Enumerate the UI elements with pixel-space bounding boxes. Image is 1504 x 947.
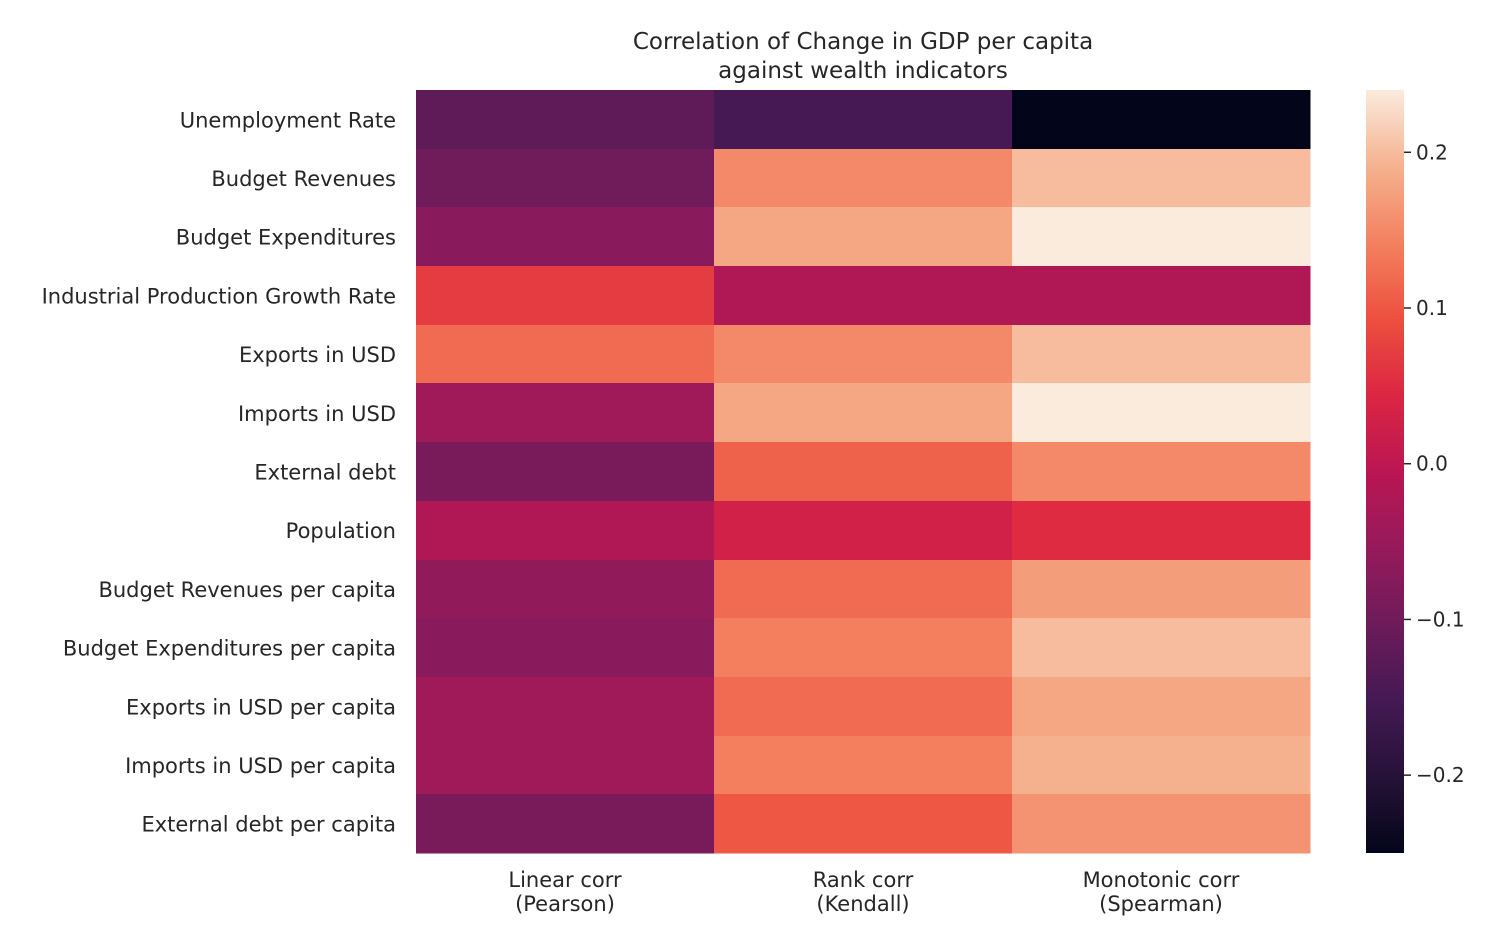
colorbar-tick-label: 0.1 [1416, 296, 1448, 320]
heatmap-cell [1012, 677, 1311, 737]
heatmap-cells [416, 90, 1311, 854]
column-label: Linear corr [508, 868, 622, 892]
row-label: External debt per capita [141, 813, 396, 837]
heatmap-cell [714, 383, 1013, 443]
heatmap-cell [1012, 383, 1311, 443]
heatmap-cell [1012, 794, 1311, 854]
colorbar-tick-label: 0.0 [1416, 452, 1448, 476]
heatmap-cell [416, 736, 715, 795]
heatmap-cell [1012, 442, 1311, 502]
heatmap-cell [1012, 501, 1311, 561]
heatmap-cell [1012, 560, 1311, 619]
heatmap-cell [1012, 90, 1311, 150]
column-label: Monotonic corr [1083, 868, 1240, 892]
heatmap-cell [714, 677, 1013, 737]
column-labels: Linear corr(Pearson) Rank corr(Kendall) Mo… [508, 868, 1239, 916]
heatmap-cell [416, 560, 715, 619]
heatmap-cell [714, 325, 1013, 384]
column-label: (Spearman) [1099, 892, 1223, 916]
column-label: (Pearson) [515, 892, 615, 916]
heatmap-cell [416, 325, 715, 384]
chart-title-line: Correlation of Change in GDP per capita [633, 29, 1093, 55]
row-label: Population [286, 519, 396, 543]
heatmap-cell [714, 501, 1013, 561]
heatmap-cell [416, 266, 715, 326]
heatmap-cell [714, 266, 1013, 326]
heatmap-cell [1012, 736, 1311, 795]
heatmap-cell [416, 90, 715, 150]
row-label: Budget Revenues per capita [98, 578, 396, 602]
heatmap-cell [714, 560, 1013, 619]
chart-title-line: against wealth indicators [718, 58, 1008, 84]
row-label: Exports in USD [239, 343, 396, 367]
column-label: Rank corr [813, 868, 914, 892]
heatmap-cell [714, 618, 1013, 678]
row-label: Budget Revenues [211, 167, 396, 191]
row-label: Unemployment Rate [180, 108, 396, 132]
heatmap-cell [416, 207, 715, 267]
row-label: Imports in USD per capita [125, 754, 396, 778]
heatmap-cell [416, 618, 715, 678]
heatmap-cell [714, 149, 1013, 208]
heatmap-cell [1012, 266, 1311, 326]
colorbar-tick-label: −0.2 [1416, 763, 1465, 787]
heatmap-cell [714, 207, 1013, 267]
heatmap-cell [416, 677, 715, 737]
heatmap-cell [416, 794, 715, 854]
column-label: (Kendall) [816, 892, 909, 916]
row-label: Budget Expenditures per capita [63, 637, 396, 661]
colorbar-tick-label: 0.2 [1416, 140, 1448, 164]
heatmap-cell [714, 794, 1013, 854]
heatmap-cell [1012, 207, 1311, 267]
row-label: External debt [254, 461, 396, 485]
colorbar-gradient [1366, 90, 1404, 853]
row-label: Industrial Production Growth Rate [42, 284, 396, 308]
colorbar: 0.2 0.1 0.0 −0.1 −0.2 [1366, 90, 1465, 853]
row-labels: Unemployment Rate Budget Revenues Budget E… [42, 108, 396, 836]
row-label: Budget Expenditures [176, 226, 396, 250]
heatmap-cell [1012, 325, 1311, 384]
heatmap-cell [1012, 149, 1311, 208]
heatmap-cell [416, 383, 715, 443]
heatmap-cell [1012, 618, 1311, 678]
heatmap-cell [714, 442, 1013, 502]
heatmap-cell [714, 90, 1013, 150]
heatmap-cell [416, 501, 715, 561]
heatmap-cell [416, 442, 715, 502]
heatmap-cell [416, 149, 715, 208]
row-label: Imports in USD [238, 402, 396, 426]
chart-title: Correlation of Change in GDP per capita a… [633, 29, 1093, 84]
heatmap-cell [714, 736, 1013, 795]
row-label: Exports in USD per capita [126, 695, 396, 719]
colorbar-tick-label: −0.1 [1416, 607, 1465, 631]
